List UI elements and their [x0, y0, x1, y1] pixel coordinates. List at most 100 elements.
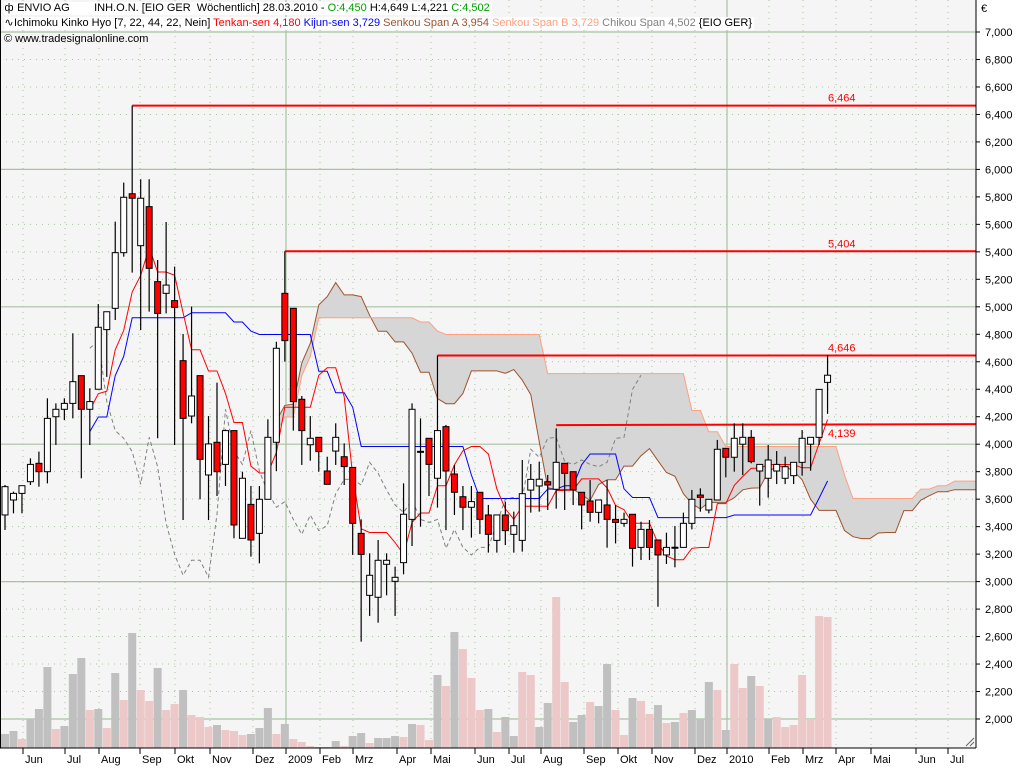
candle	[662, 532, 670, 565]
candle	[467, 485, 475, 538]
volume-bar	[798, 675, 807, 748]
candle-body	[196, 375, 204, 460]
volume-bar	[764, 719, 773, 748]
y-tick-label: 6,400	[985, 109, 1013, 121]
candle	[213, 382, 221, 496]
volume-bar	[501, 717, 510, 748]
candle-body	[781, 466, 789, 479]
volume-bar	[357, 733, 366, 748]
candle	[433, 355, 441, 508]
candle	[357, 519, 365, 642]
volume-bar	[94, 709, 103, 748]
volume-bar	[518, 672, 527, 748]
candle	[807, 436, 815, 471]
volume-bar	[704, 682, 713, 748]
y-tick-label: 5,600	[985, 219, 1013, 231]
senkou-a-legend: Senkou Span A 3,954	[383, 17, 489, 29]
candle-body	[824, 374, 832, 383]
volume-bar	[255, 728, 264, 748]
chikou-span-line	[89, 339, 642, 579]
candle-body	[26, 463, 34, 483]
y-tick-label: 3,000	[985, 577, 1013, 589]
plot-area: 6,464 5,404 4,646 4,139	[0, 0, 976, 748]
x-tick-label: Aug	[543, 754, 563, 766]
x-tick-label: Jun	[25, 754, 43, 766]
volume-bar	[484, 709, 493, 748]
volume-bar	[569, 722, 578, 748]
volume-bar	[102, 728, 111, 748]
volume-bar	[670, 722, 679, 748]
y-tick-label: 2,000	[985, 714, 1013, 726]
volume-bar	[441, 686, 450, 748]
candle	[383, 553, 391, 596]
candle	[552, 428, 560, 509]
candle-body	[518, 493, 526, 541]
volume-bar	[696, 719, 705, 748]
candle-body	[450, 473, 458, 493]
volume-bar	[653, 705, 662, 748]
y-tick-label: 6,000	[985, 164, 1013, 176]
candle	[196, 375, 204, 500]
volume-bar	[382, 738, 391, 748]
volume-bar	[51, 729, 60, 748]
candle-body	[484, 514, 492, 535]
candle-body	[645, 528, 653, 548]
candle-body	[255, 498, 263, 534]
candle	[230, 430, 238, 539]
candle-body	[77, 375, 85, 410]
indicator-name: Ichimoku Kinko Hyo [7, 22, 44, 22, Nein]	[14, 17, 211, 29]
y-tick-label: 7,000	[985, 27, 1013, 39]
volume-bar	[306, 746, 315, 748]
candle	[179, 334, 187, 521]
senkou-span-b-line	[275, 317, 976, 499]
candle-body	[578, 491, 586, 506]
candle-body	[662, 546, 670, 556]
volume-bar	[272, 734, 281, 748]
candle-body	[349, 466, 357, 524]
x-tick-label: Mai	[873, 754, 891, 766]
candle	[824, 355, 832, 414]
candle	[86, 388, 94, 446]
candle-body	[332, 436, 340, 452]
volume-bar	[238, 735, 247, 748]
candle	[586, 480, 594, 522]
candle	[43, 398, 51, 484]
volume-bar	[806, 719, 815, 748]
x-tick-label: Jun	[918, 754, 936, 766]
x-tick-label: Jul	[511, 754, 525, 766]
candle-body	[679, 522, 687, 548]
candle	[137, 179, 145, 331]
volume-bar	[365, 743, 374, 748]
candle-body	[730, 437, 738, 458]
close-value: C:4,502	[451, 2, 490, 14]
candle	[654, 539, 662, 607]
volume-bar	[543, 703, 552, 748]
candle-body	[501, 514, 509, 532]
ichimoku-cloud	[276, 282, 976, 539]
candle	[205, 416, 213, 521]
candle	[171, 266, 179, 446]
candle	[459, 485, 467, 531]
candle-body	[171, 300, 179, 308]
currency-label: €	[981, 3, 987, 15]
candle	[391, 566, 399, 616]
volume-bar	[9, 731, 18, 748]
volume-bar	[17, 739, 26, 748]
volume-bar	[68, 674, 77, 748]
candle-body	[94, 326, 102, 390]
candle-body	[43, 417, 51, 473]
volume-bar	[263, 708, 272, 748]
volume-bar	[289, 739, 298, 748]
volume-bar	[611, 710, 620, 748]
candle-body	[205, 443, 213, 476]
tenkan-legend: Tenkan-sen 4,180	[213, 17, 301, 29]
candle-body	[103, 311, 111, 331]
candle-body	[137, 197, 145, 247]
candle-body	[315, 436, 323, 453]
candle-body	[213, 441, 221, 473]
candle	[60, 398, 68, 421]
volume-bar	[492, 732, 501, 748]
volume-bar	[196, 717, 205, 748]
candle	[815, 388, 823, 446]
